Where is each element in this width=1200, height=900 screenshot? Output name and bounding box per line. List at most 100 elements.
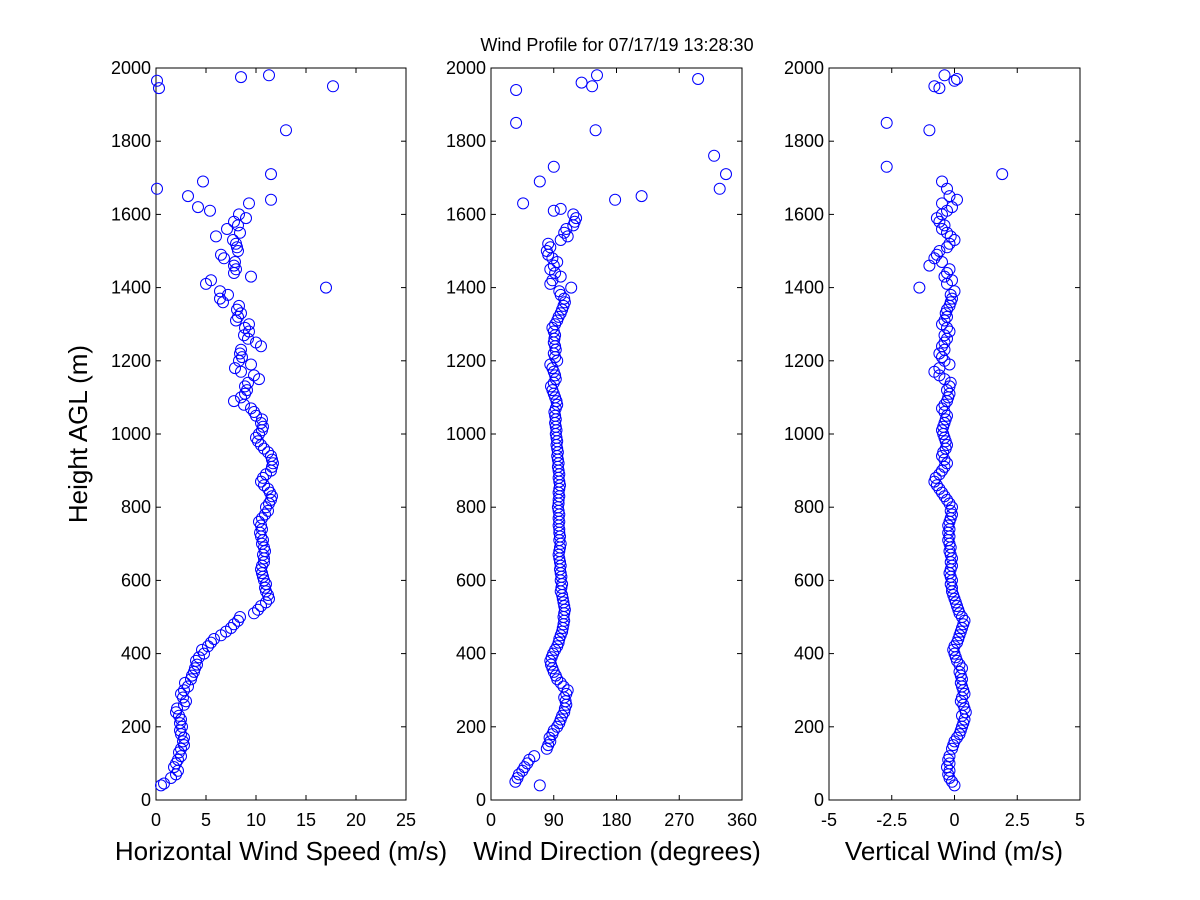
data-point xyxy=(948,779,961,792)
data-point xyxy=(235,307,247,320)
data-point xyxy=(609,193,622,206)
y-tick-label: 1200 xyxy=(784,351,824,371)
x-tick-label: 360 xyxy=(727,810,757,830)
y-tick-label: 1600 xyxy=(446,204,486,224)
data-point xyxy=(543,731,556,744)
markers xyxy=(880,69,1009,792)
data-point xyxy=(996,168,1009,181)
panel-vertical-wind: -5 -2.5 0 2.5 5 0 200 400 600 800 1000 1200 1400 160… xyxy=(784,58,1085,866)
y-tick-label: 1400 xyxy=(784,278,824,298)
data-point xyxy=(946,501,958,514)
data-point xyxy=(235,343,247,356)
y-ticks: 0 200 400 600 800 1000 1200 1400 1600 1800 2000 xyxy=(446,58,742,810)
panel-wind-direction: 0 90 180 270 360 0 200 400 600 800 1000 1200 1400 16… xyxy=(446,58,761,866)
y-tick-label: 1400 xyxy=(111,278,151,298)
y-tick-label: 1800 xyxy=(111,131,151,151)
data-point xyxy=(202,640,214,653)
data-point xyxy=(245,358,257,371)
data-point xyxy=(933,482,946,495)
data-point xyxy=(880,160,893,173)
markers xyxy=(151,69,339,792)
data-point xyxy=(205,274,217,287)
data-point xyxy=(245,270,257,283)
data-point xyxy=(204,204,216,217)
data-point xyxy=(938,69,951,82)
data-point xyxy=(263,592,275,605)
data-point xyxy=(958,713,971,726)
y-tick-label: 400 xyxy=(794,644,824,664)
data-point xyxy=(153,82,165,95)
y-axis-label: Height AGL (m) xyxy=(63,345,93,523)
data-point xyxy=(533,175,546,188)
data-point xyxy=(953,665,966,678)
data-point xyxy=(243,197,255,210)
data-point xyxy=(948,285,961,298)
data-point xyxy=(233,208,245,221)
data-point xyxy=(221,223,233,235)
y-tick-label: 0 xyxy=(814,790,824,810)
x-tick-label: 0 xyxy=(486,810,496,830)
x-tick-label: 10 xyxy=(246,810,266,830)
data-point xyxy=(941,457,953,470)
data-point xyxy=(235,71,247,84)
data-point xyxy=(708,149,721,162)
data-point xyxy=(320,281,332,294)
data-point xyxy=(250,431,262,444)
data-point xyxy=(262,482,274,495)
data-point xyxy=(182,680,194,693)
data-point xyxy=(565,281,578,294)
data-point xyxy=(217,296,229,309)
x-ticks: 0 5 10 15 20 25 xyxy=(151,68,416,830)
y-tick-label: 2000 xyxy=(111,58,151,78)
data-point xyxy=(957,698,970,711)
data-point xyxy=(933,215,946,228)
data-point xyxy=(228,618,240,631)
data-point xyxy=(240,212,252,225)
data-point xyxy=(929,471,942,484)
x-ticks: 0 90 180 270 360 xyxy=(486,68,757,830)
data-point xyxy=(575,76,588,89)
x-tick-label: 5 xyxy=(201,810,211,830)
data-point xyxy=(172,753,184,766)
data-point xyxy=(234,611,246,623)
data-point xyxy=(267,457,279,470)
data-point xyxy=(589,124,602,137)
data-point xyxy=(933,245,946,257)
data-point xyxy=(280,124,292,137)
y-tick-label: 1000 xyxy=(784,424,824,444)
data-point xyxy=(542,237,555,250)
data-point xyxy=(256,512,268,525)
data-point xyxy=(239,380,251,393)
data-point xyxy=(250,336,262,349)
data-point xyxy=(938,343,951,356)
data-point xyxy=(554,234,567,246)
data-point xyxy=(256,413,268,426)
data-point xyxy=(941,241,953,254)
data-point xyxy=(941,384,953,397)
data-point xyxy=(262,446,274,459)
data-point xyxy=(551,256,564,268)
data-point xyxy=(239,321,251,334)
x-axis-label: Horizontal Wind Speed (m/s) xyxy=(115,836,447,866)
data-point xyxy=(182,190,194,203)
data-point xyxy=(936,464,948,477)
data-point xyxy=(265,168,277,181)
data-point xyxy=(214,285,226,298)
data-point xyxy=(943,325,956,338)
y-tick-label: 1600 xyxy=(784,204,824,224)
data-point xyxy=(196,643,208,656)
data-point xyxy=(544,241,557,254)
y-tick-label: 1800 xyxy=(784,131,824,151)
panel-horizontal-wind-speed: 0 5 10 15 20 25 0 200 400 600 800 1000 1200 1400 1600… xyxy=(63,58,447,866)
data-point xyxy=(549,373,562,386)
x-tick-label: 2.5 xyxy=(1005,810,1030,830)
data-point xyxy=(938,490,951,503)
x-axis-label: Wind Direction (degrees) xyxy=(473,836,761,866)
data-point xyxy=(248,406,260,418)
data-point xyxy=(923,124,936,137)
data-point xyxy=(544,735,557,748)
data-point xyxy=(510,84,523,96)
data-point xyxy=(567,208,580,221)
data-point xyxy=(257,570,269,583)
